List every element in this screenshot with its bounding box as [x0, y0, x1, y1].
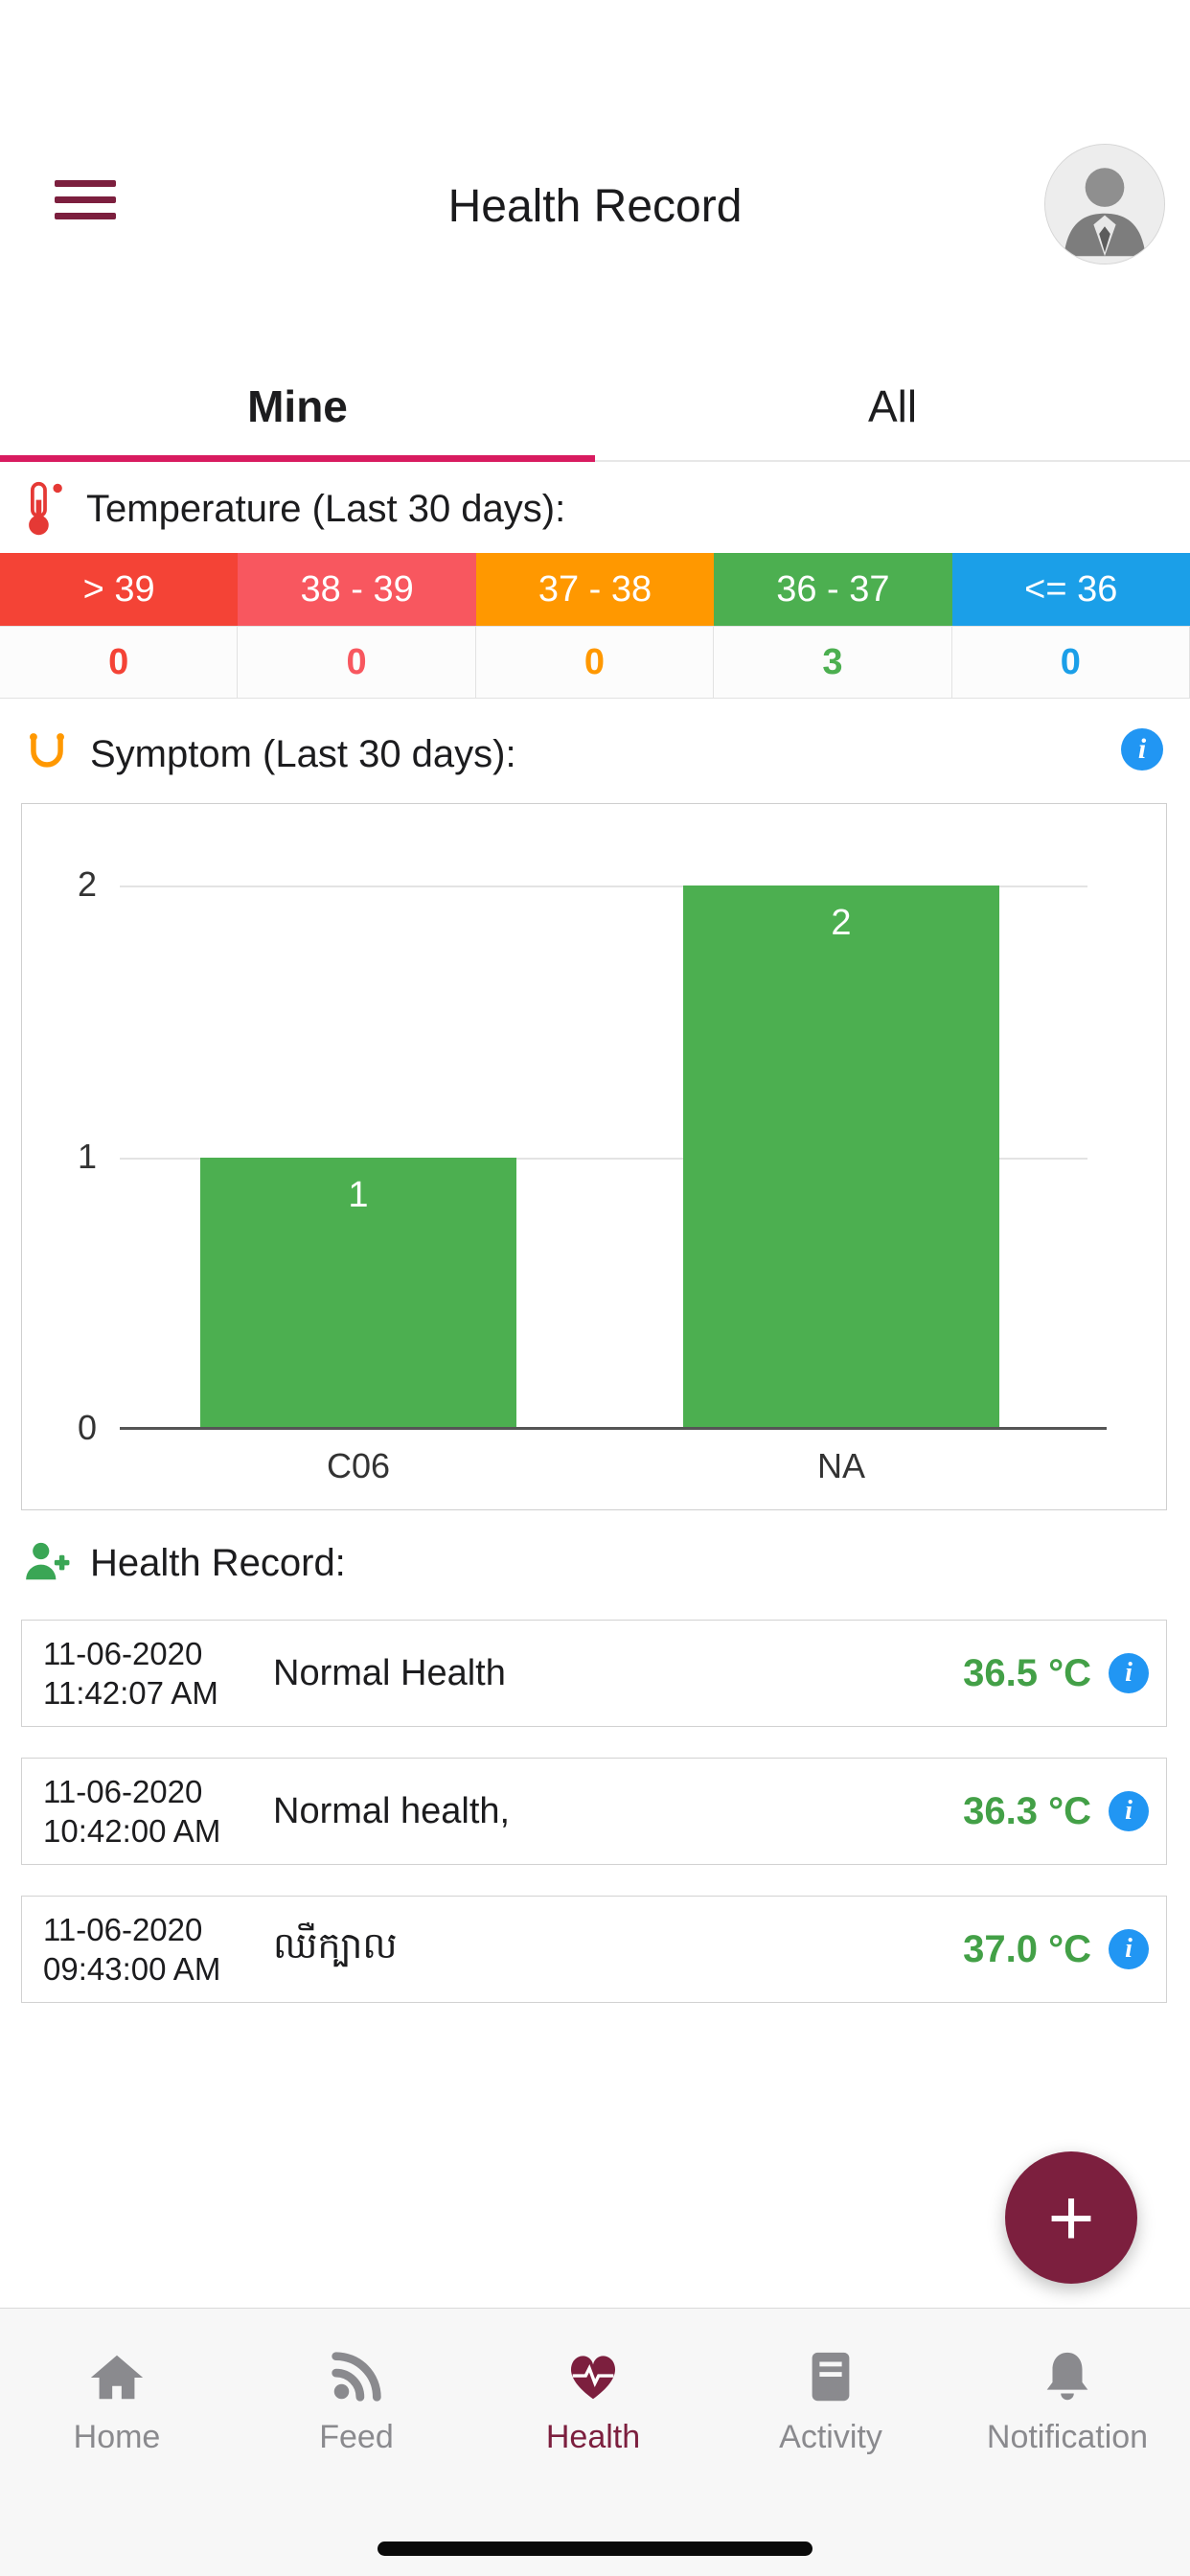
temp-count-cell: 0 [950, 626, 1190, 699]
record-temperature: 36.5 °C [963, 1651, 1091, 1694]
record-temperature: 36.3 °C [963, 1789, 1091, 1832]
record-datetime: 11-06-2020 09:43:00 AM [43, 1910, 273, 1989]
thermometer-icon [29, 481, 62, 536]
nav-item-notification[interactable]: Notification [957, 2347, 1178, 2456]
record-label: ឈឺក្បាល [273, 1926, 398, 1966]
record-date: 11-06-2020 [43, 1912, 203, 1947]
journal-icon [812, 2352, 850, 2402]
record-info-icon[interactable]: i [1109, 1653, 1149, 1693]
record-label: Normal Health [273, 1652, 506, 1693]
bar-value-label: 1 [348, 1174, 369, 1215]
home-indicator[interactable] [378, 2542, 812, 2556]
temp-count-cell: 3 [713, 626, 952, 699]
temp-count-cell: 0 [0, 626, 239, 699]
nav-label-feed: Feed [319, 2419, 394, 2455]
symptom-section-header: Symptom (Last 30 days): [23, 728, 516, 780]
page-title: Health Record [447, 181, 743, 232]
record-temperature: 37.0 °C [963, 1927, 1091, 1970]
x-axis-label: NA [816, 1446, 865, 1485]
x-axis-line [120, 1427, 1108, 1430]
home-icon [90, 2355, 144, 2400]
hamburger-menu-icon[interactable] [55, 180, 116, 219]
nav-label-health: Health [545, 2419, 641, 2455]
chart-bar-c06: 1 [200, 1157, 516, 1429]
temp-range-cell: <= 36 [951, 553, 1190, 626]
stethoscope-icon [30, 733, 64, 768]
health-record-row[interactable]: 11-06-2020 11:42:07 AM Normal Health 36.… [21, 1620, 1167, 1727]
record-datetime: 11-06-2020 10:42:00 AM [43, 1772, 273, 1851]
symptom-bar-chart: 2 1 0 1 2 C06 NA [21, 803, 1167, 1510]
health-record-row[interactable]: 11-06-2020 10:42:00 AM Normal health, 36… [21, 1758, 1167, 1865]
nav-item-home[interactable]: Home [7, 2347, 227, 2456]
temp-count-cell: 0 [474, 626, 715, 699]
symptom-section-title: Symptom (Last 30 days): [90, 732, 516, 775]
medic-person-icon [26, 1542, 70, 1580]
temperature-count-row: 0 0 0 3 0 [0, 626, 1190, 699]
heart-pulse-icon [570, 2356, 616, 2400]
nav-item-feed[interactable]: Feed [246, 2347, 467, 2456]
y-axis-tick: 0 [77, 1408, 97, 1447]
add-record-fab[interactable]: + [1005, 2151, 1137, 2284]
temp-range-cell: 36 - 37 [714, 553, 952, 626]
x-axis-label: C06 [326, 1446, 391, 1485]
y-axis-tick: 1 [77, 1137, 97, 1176]
y-axis-tick: 2 [77, 864, 97, 904]
temp-range-cell: 37 - 38 [475, 553, 715, 626]
record-info-icon[interactable]: i [1109, 1929, 1149, 1969]
temp-range-cell: 38 - 39 [238, 553, 476, 626]
tab-all[interactable]: All [867, 381, 918, 431]
record-info-icon[interactable]: i [1109, 1791, 1149, 1831]
gridline [120, 1157, 1087, 1160]
temperature-range-header-row: > 39 38 - 39 37 - 38 36 - 37 <= 36 [0, 553, 1190, 626]
record-date: 11-06-2020 [43, 1636, 203, 1671]
health-record-section-header: Health Record: [23, 1539, 346, 1587]
record-time: 10:42:00 AM [43, 1813, 221, 1849]
temperature-section-header: Temperature (Last 30 days): [23, 480, 565, 538]
nav-item-activity[interactable]: Activity [721, 2347, 941, 2456]
user-silhouette-icon [1045, 145, 1164, 264]
temp-count-cell: 0 [237, 626, 476, 699]
nav-item-health[interactable]: Health [483, 2347, 703, 2456]
health-record-row[interactable]: 11-06-2020 09:43:00 AM ឈឺក្បាល 37.0 °C i [21, 1896, 1167, 2003]
symptom-info-icon[interactable]: i [1121, 728, 1163, 770]
chart-plot-area: 2 1 0 1 2 C06 NA [78, 864, 1108, 1485]
temp-range-cell: > 39 [0, 553, 239, 626]
record-time: 11:42:07 AM [43, 1675, 218, 1711]
record-date: 11-06-2020 [43, 1774, 203, 1809]
chart-bar-na: 2 [683, 886, 999, 1429]
health-record-section-title: Health Record: [90, 1541, 346, 1584]
record-label: Normal health, [273, 1790, 511, 1831]
avatar[interactable] [1044, 144, 1165, 264]
tab-mine[interactable]: Mine [247, 381, 348, 431]
bar-value-label: 2 [831, 903, 852, 943]
nav-label-activity: Activity [779, 2419, 882, 2455]
bell-icon [1046, 2352, 1088, 2401]
record-time: 09:43:00 AM [43, 1951, 221, 1987]
active-tab-underline [0, 455, 595, 462]
nav-label-home: Home [73, 2419, 161, 2455]
temperature-section-title: Temperature (Last 30 days): [86, 487, 566, 530]
gridline [120, 886, 1087, 887]
nav-label-notification: Notification [986, 2419, 1149, 2455]
tab-bar: Mine All [0, 353, 1190, 462]
rss-icon [332, 2352, 381, 2402]
bottom-nav: Home Feed Health Activity [0, 2308, 1190, 2576]
record-datetime: 11-06-2020 11:42:07 AM [43, 1634, 273, 1713]
